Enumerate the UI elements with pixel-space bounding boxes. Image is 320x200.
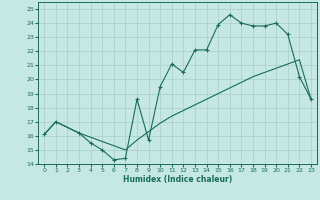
X-axis label: Humidex (Indice chaleur): Humidex (Indice chaleur) [123,175,232,184]
